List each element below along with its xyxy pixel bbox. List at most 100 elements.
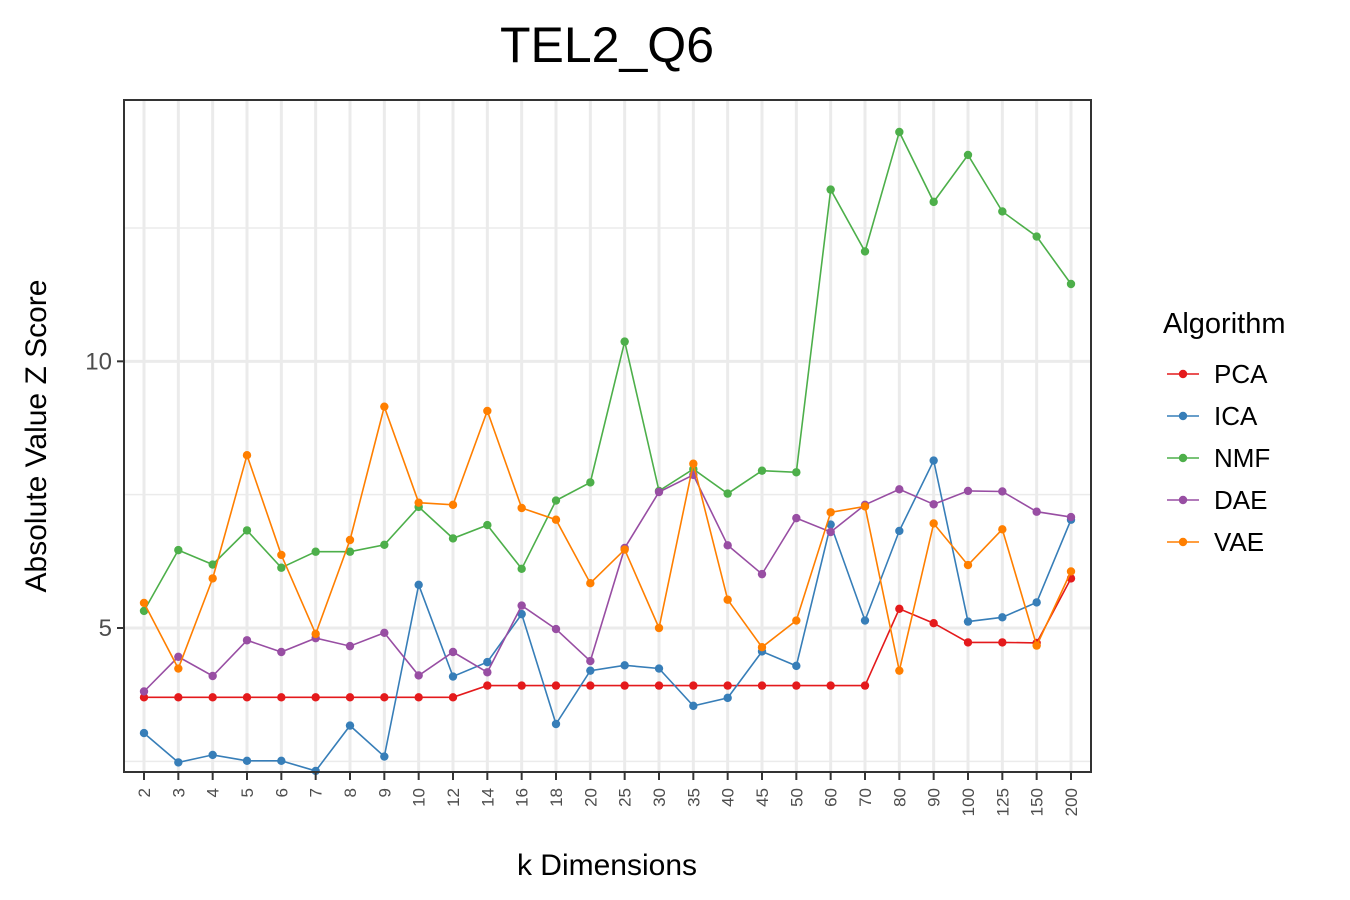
data-point <box>448 500 458 509</box>
legend-item-pca: PCA <box>1167 359 1268 389</box>
data-point <box>345 535 355 545</box>
legend-item-vae: VAE <box>1167 527 1264 557</box>
data-point <box>998 487 1007 496</box>
data-point <box>277 693 286 702</box>
data-point <box>929 619 938 628</box>
data-point <box>586 579 595 588</box>
data-point <box>998 207 1007 216</box>
x-tick-label: 25 <box>616 788 635 807</box>
chart-title: TEL2_Q6 <box>500 17 714 73</box>
data-point <box>860 247 870 256</box>
data-point <box>689 701 698 711</box>
series-ica <box>139 456 1076 776</box>
data-point <box>174 693 183 702</box>
series-layer <box>139 127 1076 776</box>
data-point <box>551 515 561 524</box>
data-point <box>963 486 973 496</box>
data-point <box>414 580 423 589</box>
data-point <box>998 525 1007 534</box>
plot-panel-border <box>123 99 1092 773</box>
x-tick-label: 6 <box>272 788 291 797</box>
data-point <box>517 564 526 573</box>
data-point <box>792 681 801 690</box>
series-line <box>143 458 1072 772</box>
data-point <box>483 520 492 530</box>
legend: Algorithm PCA ICA NMF DAE VAE <box>1163 308 1286 557</box>
data-point <box>414 671 423 680</box>
y-tick-label: 5 <box>99 615 112 642</box>
data-point <box>448 693 458 702</box>
data-point <box>551 681 561 690</box>
data-point <box>963 150 973 160</box>
data-point <box>826 508 835 517</box>
data-point <box>208 693 217 702</box>
data-point <box>208 574 217 583</box>
y-tick-label: 10 <box>85 348 112 375</box>
data-point <box>277 756 286 765</box>
data-point <box>723 595 732 604</box>
data-point <box>448 672 458 681</box>
data-point <box>792 616 801 625</box>
x-tick-label: 20 <box>581 788 600 807</box>
data-point <box>517 601 526 610</box>
legend-label: DAE <box>1214 485 1267 515</box>
x-tick-label: 100 <box>959 788 978 816</box>
x-tick-label: 80 <box>890 788 909 807</box>
data-point <box>860 616 870 625</box>
data-point <box>448 534 458 543</box>
x-tick-label: 125 <box>993 788 1012 816</box>
data-point <box>586 478 595 487</box>
data-point <box>242 756 252 765</box>
data-point <box>208 560 217 569</box>
data-point <box>551 719 561 729</box>
x-tick-label: 18 <box>547 788 566 807</box>
legend-key-point <box>1178 369 1188 379</box>
data-point <box>242 636 252 645</box>
data-point <box>654 487 664 497</box>
data-point <box>345 721 355 730</box>
x-tick-label: 8 <box>341 788 360 797</box>
x-tick-label: 5 <box>238 788 257 797</box>
data-point <box>242 526 252 535</box>
data-point <box>895 127 904 137</box>
x-axis-title: k Dimensions <box>517 849 697 882</box>
x-tick-label: 60 <box>822 788 841 807</box>
data-point <box>895 604 904 613</box>
x-tick-label: 50 <box>787 788 806 807</box>
data-point <box>483 668 492 677</box>
data-point <box>483 657 492 667</box>
legend-label: VAE <box>1214 527 1264 557</box>
data-point <box>1032 641 1041 650</box>
series-vae <box>139 402 1076 675</box>
legend-key-point <box>1178 495 1188 505</box>
data-point <box>483 406 492 416</box>
data-point <box>586 681 595 690</box>
data-point <box>586 656 595 666</box>
x-tick-label: 10 <box>410 788 429 807</box>
series-line <box>143 403 1072 671</box>
data-point <box>792 513 801 523</box>
data-point <box>277 563 286 572</box>
legend-title: Algorithm <box>1163 308 1286 340</box>
data-point <box>963 638 973 647</box>
series-pca <box>139 574 1076 702</box>
x-tick-label: 90 <box>925 788 944 807</box>
x-tick-label: 150 <box>1028 788 1047 816</box>
data-point <box>380 402 389 411</box>
data-point <box>380 540 389 549</box>
data-point <box>174 664 183 673</box>
data-point <box>1032 507 1041 516</box>
data-point <box>208 671 217 681</box>
legend-label: NMF <box>1214 443 1270 473</box>
x-tick-label: 12 <box>444 788 463 807</box>
data-point <box>860 502 870 511</box>
data-point <box>654 681 664 690</box>
x-tick-label: 2 <box>135 788 154 797</box>
data-point <box>242 451 252 460</box>
legend-label: ICA <box>1214 401 1258 431</box>
data-point <box>723 489 732 498</box>
data-point <box>895 526 904 536</box>
data-point <box>620 681 629 690</box>
series-line <box>144 578 1072 699</box>
data-point <box>208 750 217 760</box>
